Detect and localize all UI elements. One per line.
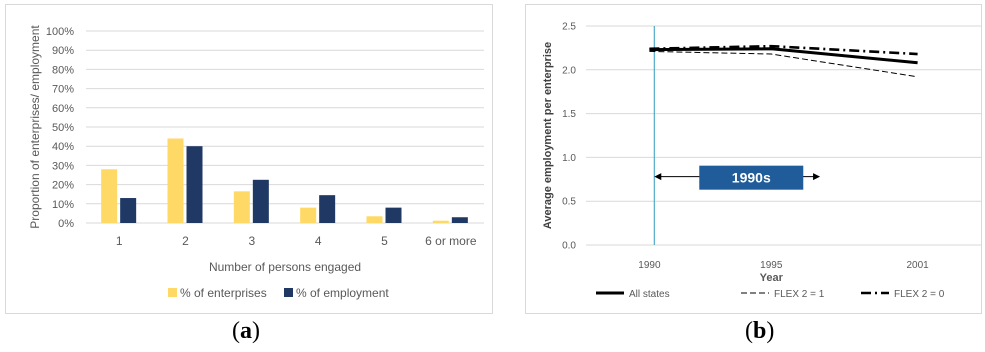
arrow-head-left [654, 173, 662, 181]
legend-label: FLEX 2 = 0 [894, 289, 945, 300]
y-tick-label: 80% [52, 64, 74, 76]
bar [300, 207, 317, 223]
bar [432, 220, 449, 223]
bar [233, 191, 250, 223]
legend-label: % of employment [296, 286, 389, 300]
y-tick-label: 1.5 [562, 109, 576, 120]
bar [167, 138, 184, 223]
y-tick-label: 1.0 [562, 153, 576, 164]
y-tick-label: 20% [52, 180, 74, 192]
y-tick-label: 40% [52, 141, 74, 153]
y-tick-label: 0% [58, 218, 74, 230]
chart-panel-a: 0% 10% 20% 30% 40% 50% 60% 70% 80% 90% 100% 1 2 3 4 5 6 … [5, 4, 493, 314]
y-tick-label: 60% [52, 103, 74, 115]
legend-label: All states [629, 289, 670, 300]
chart-panel-b: 0.0 0.5 1.0 1.5 2.0 2.5 1990 1995 2001 Year Averag… [525, 4, 982, 314]
series-line [649, 44, 918, 56]
line-chart-svg: 0.0 0.5 1.0 1.5 2.0 2.5 1990 1995 2001 Year Averag… [542, 22, 981, 300]
y-axis-label: Average employment per enterprise [542, 42, 554, 229]
bar [120, 198, 137, 223]
annotation-box [699, 165, 804, 190]
bar-chart-svg: 0% 10% 20% 30% 40% 50% 60% 70% 80% 90% 100% 1 2 3 4 5 6 … [28, 25, 484, 300]
x-tick-label: 5 [381, 234, 388, 248]
bar [451, 217, 468, 223]
series-line [649, 47, 918, 65]
caption-a: (a) [232, 318, 260, 344]
y-tick-label: 50% [52, 122, 74, 134]
y-tick-label: 70% [52, 84, 74, 96]
legend-label: % of enterprises [180, 286, 267, 300]
x-tick-label: 2001 [906, 260, 929, 271]
caption-b: (b) [745, 318, 775, 344]
legend-swatch [168, 288, 177, 297]
x-tick-label: 1 [116, 234, 123, 248]
x-tick-label: 1995 [760, 260, 783, 271]
legend-label: FLEX 2 = 1 [774, 289, 825, 300]
x-tick-label: 2 [182, 234, 189, 248]
arrow-head-right [813, 173, 821, 181]
y-tick-label: 0.0 [562, 241, 576, 252]
annotation-label: 1990s [732, 170, 771, 186]
x-tick-label: 6 or more [425, 234, 477, 248]
bar [366, 216, 383, 223]
x-tick-label: 3 [248, 234, 255, 248]
y-tick-label: 2.0 [562, 65, 576, 76]
y-tick-label: 2.5 [562, 22, 576, 33]
x-tick-label: 4 [315, 234, 322, 248]
bar [385, 207, 402, 223]
series-line [649, 50, 918, 78]
y-tick-label: 0.5 [562, 197, 576, 208]
y-tick-label: 90% [52, 45, 74, 57]
y-tick-label: 30% [52, 160, 74, 172]
bar [319, 195, 336, 223]
x-axis-label: Number of persons engaged [209, 260, 361, 274]
bar [186, 146, 203, 223]
y-tick-label: 100% [46, 26, 74, 38]
bar [101, 169, 118, 223]
y-tick-label: 10% [52, 199, 74, 211]
y-axis-label: Proportion of enterprises/ employment [28, 25, 42, 229]
x-tick-label: 1990 [638, 260, 661, 271]
bar [252, 179, 269, 223]
legend-swatch [284, 288, 293, 297]
x-axis-label: Year [760, 272, 784, 284]
